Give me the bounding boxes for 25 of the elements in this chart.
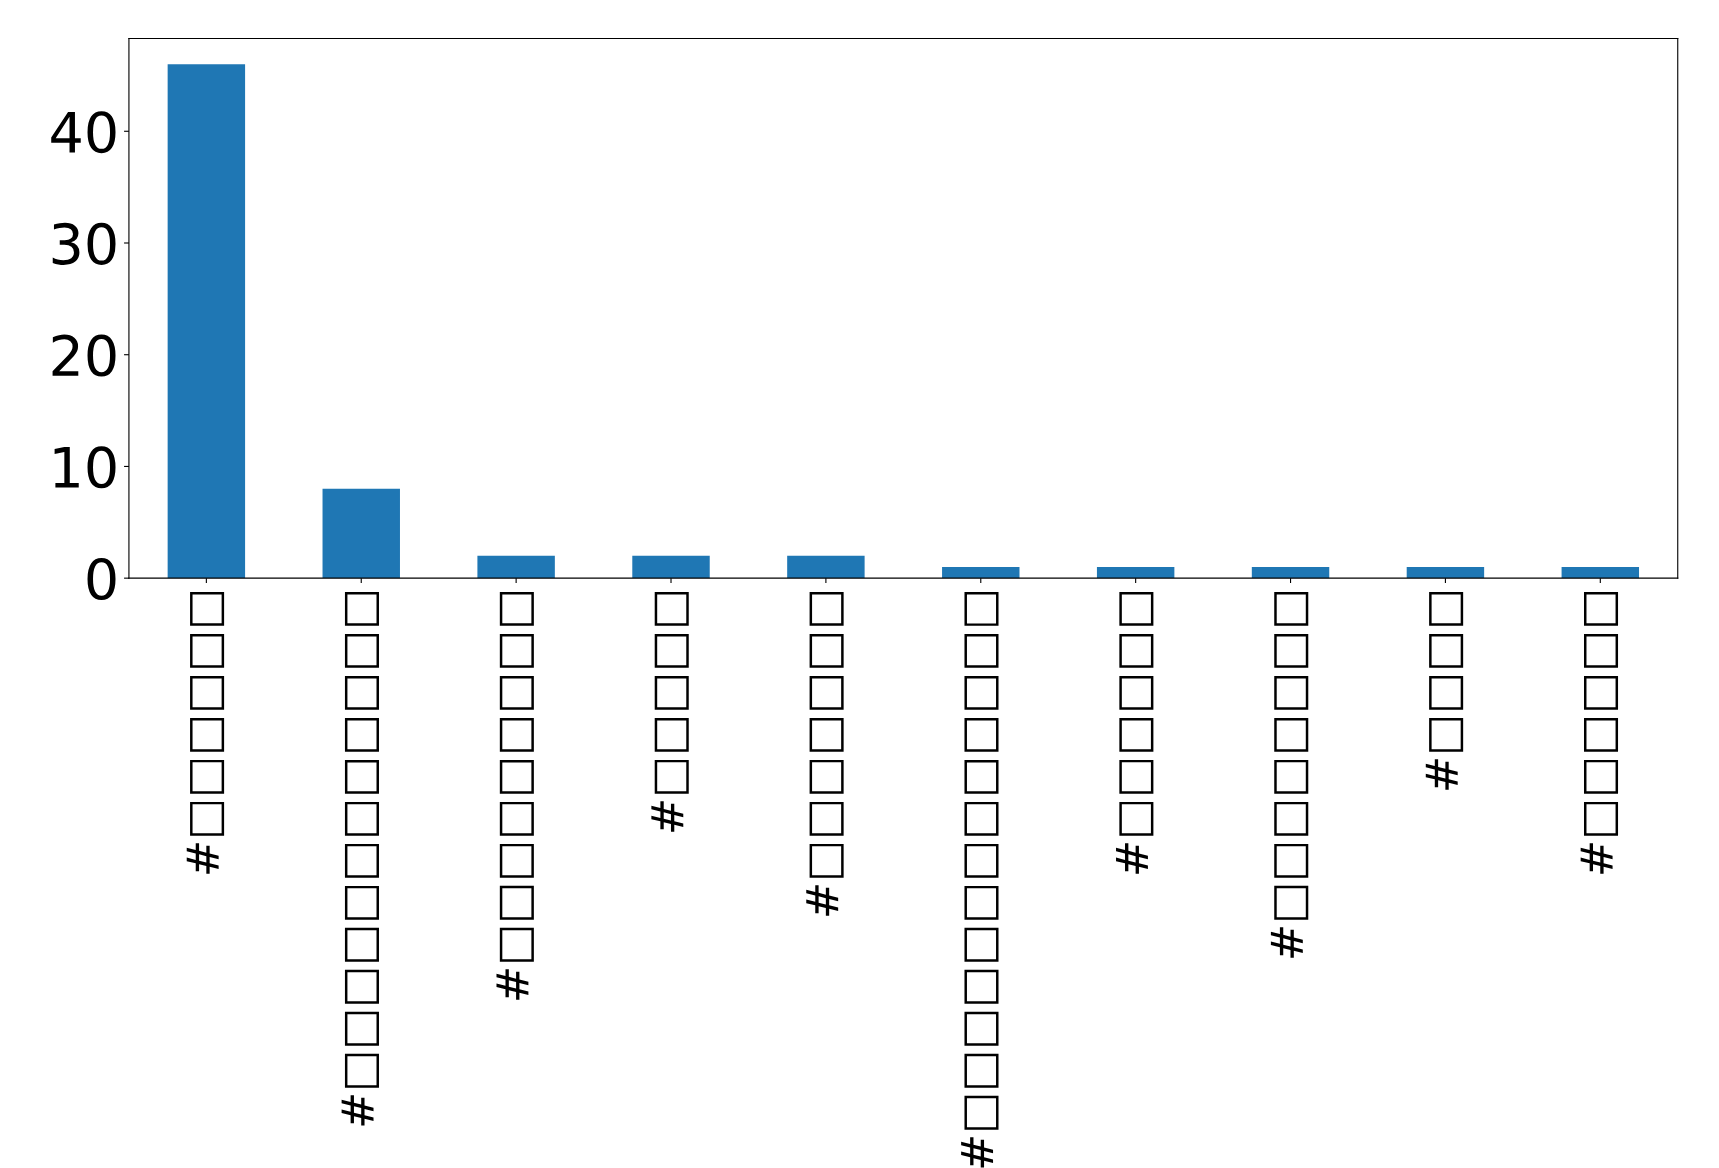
x-tick-label: #□□□□□□□□ xyxy=(1270,591,1309,958)
y-tick-label: 40 xyxy=(51,111,116,154)
bar xyxy=(167,64,246,579)
y-tick-label: 30 xyxy=(52,222,116,265)
x-tick-label: #□□□□□ xyxy=(651,591,689,832)
bar xyxy=(1406,566,1485,579)
y-tick-label: 0 xyxy=(87,558,116,601)
bar xyxy=(477,555,555,579)
bar xyxy=(1096,566,1175,579)
y-tick-label: 20 xyxy=(52,334,116,377)
x-tick-label: #□□□□ xyxy=(1425,591,1464,790)
bar xyxy=(787,555,865,579)
x-tick-label: #□□□□□□ xyxy=(186,591,225,874)
x-tick-label: #□□□□□□□ xyxy=(806,591,844,916)
bar xyxy=(1251,566,1330,579)
bar xyxy=(632,555,710,579)
x-tick-label: #□□□□□□□□□ xyxy=(496,591,534,1000)
bar xyxy=(322,488,400,579)
bar xyxy=(1561,566,1640,579)
y-tick-label: 10 xyxy=(54,446,116,489)
x-tick-label: #□□□□□□ xyxy=(1580,591,1619,874)
x-tick-label: #□□□□□□□□□□□□□ xyxy=(961,591,999,1168)
bar xyxy=(942,566,1020,579)
x-tick-label: #□□□□□□ xyxy=(1116,591,1154,874)
x-tick-label: #□□□□□□□□□□□□ xyxy=(341,591,379,1126)
